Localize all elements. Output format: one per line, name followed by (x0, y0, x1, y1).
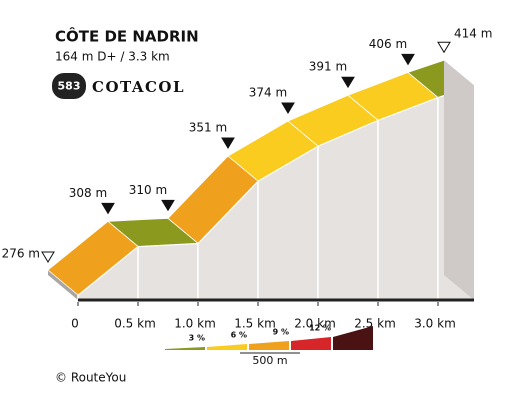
elevation-label: 406 m (369, 37, 407, 51)
legend-swatch (291, 337, 331, 350)
elevation-marker (401, 53, 415, 66)
end-cap (48, 270, 78, 300)
legend-swatch (333, 326, 373, 350)
front-face (377, 96, 439, 301)
elevation-label: 276 m (2, 247, 40, 261)
brand: COTACOL (92, 78, 185, 96)
elevation-marker (101, 202, 115, 215)
elevation-label: 374 m (249, 86, 287, 100)
badge-shape (52, 73, 86, 99)
elevation-label: 310 m (129, 183, 167, 197)
end-face (444, 60, 474, 300)
legend-label: 6 % (231, 331, 247, 340)
elevation-label: 308 m (69, 186, 107, 200)
chart-title: CÔTE DE NADRIN (55, 27, 199, 46)
x-tick-label: 0 (71, 317, 79, 331)
elevation-marker (281, 102, 295, 115)
elevation-label: 351 m (189, 121, 227, 135)
legend-label: 9 % (273, 328, 289, 337)
scale-label: 500 m (252, 354, 287, 367)
elevation-marker (341, 76, 355, 89)
x-tick-label: 3.0 km (414, 317, 456, 331)
elevation-marker (221, 137, 235, 149)
x-tick-label: 2.0 km (294, 317, 336, 331)
elevation-label: 414 m (454, 27, 492, 41)
x-tick-label: 1.0 km (174, 317, 216, 331)
credit: © RouteYou (55, 371, 126, 385)
legend-swatch (249, 341, 289, 350)
front-face (137, 242, 199, 301)
subtitle: 164 m D+ / 3.3 km (55, 50, 170, 64)
legend-label: 12 % (309, 324, 331, 333)
legend-label: 3 % (189, 334, 205, 343)
elevation-marker (161, 199, 175, 212)
legend-swatch (165, 347, 205, 350)
elevation-label: 391 m (309, 60, 347, 74)
x-tick-label: 0.5 km (114, 317, 156, 331)
front-face (317, 119, 379, 301)
elevation-marker (41, 251, 55, 263)
x-tick-label: 2.5 km (354, 317, 396, 331)
legend-swatch (207, 344, 247, 350)
x-tick-label: 1.5 km (234, 317, 276, 331)
badge-number: 583 (58, 80, 81, 93)
elevation-marker (437, 41, 451, 54)
